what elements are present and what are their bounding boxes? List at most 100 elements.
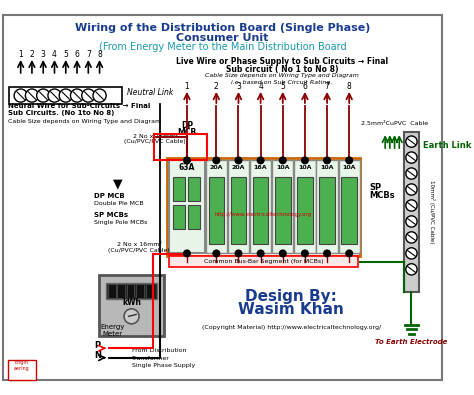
Circle shape: [82, 89, 95, 102]
Bar: [188, 177, 200, 201]
Text: Energy: Energy: [100, 324, 125, 331]
Text: 20A: 20A: [210, 166, 223, 170]
Text: kWh: kWh: [122, 298, 141, 307]
Text: Earth Link: Earth Link: [423, 141, 471, 150]
Bar: [127, 284, 134, 297]
Bar: [99, 275, 164, 336]
Text: 63A: 63A: [179, 164, 195, 172]
Circle shape: [213, 250, 219, 257]
Circle shape: [406, 184, 417, 195]
Circle shape: [183, 250, 190, 257]
Text: Sub Circuits. (No 1to No 8): Sub Circuits. (No 1to No 8): [8, 110, 114, 116]
Bar: [188, 205, 200, 229]
Bar: [106, 282, 157, 299]
Circle shape: [406, 136, 417, 147]
Bar: [206, 160, 227, 254]
Text: ▼: ▼: [113, 178, 122, 191]
Text: Consumer Unit: Consumer Unit: [176, 33, 269, 43]
Circle shape: [346, 157, 353, 164]
Text: Cable Size depends on Wiring Type and Diagram: Cable Size depends on Wiring Type and Di…: [205, 73, 359, 78]
Circle shape: [406, 232, 417, 243]
Circle shape: [324, 157, 330, 164]
Circle shape: [346, 250, 353, 257]
Text: N: N: [94, 351, 101, 360]
Bar: [404, 132, 419, 292]
Circle shape: [183, 157, 190, 164]
Circle shape: [26, 89, 38, 102]
Text: From Distribution: From Distribution: [131, 348, 186, 353]
Text: Single Phase Supply: Single Phase Supply: [131, 363, 195, 368]
Circle shape: [36, 89, 50, 102]
Text: 20A: 20A: [232, 166, 245, 170]
Text: Cable Size depends on Wiring Type and Diagram: Cable Size depends on Wiring Type and Di…: [8, 119, 161, 124]
Text: 3: 3: [41, 50, 46, 59]
Text: 2.5mm²CuPVC  Cable: 2.5mm²CuPVC Cable: [361, 121, 428, 126]
Text: Live Wire or Phase Supply to Sub Circuits → Final: Live Wire or Phase Supply to Sub Circuit…: [176, 57, 388, 66]
Text: DP: DP: [181, 120, 193, 130]
Circle shape: [301, 157, 308, 164]
Text: 8: 8: [97, 50, 102, 59]
Bar: [341, 177, 357, 244]
Text: To Earth Electrode: To Earth Electrode: [375, 339, 447, 344]
Text: 2: 2: [214, 82, 219, 91]
Text: 8: 8: [347, 82, 352, 91]
Circle shape: [257, 250, 264, 257]
Circle shape: [406, 168, 417, 179]
Text: 1: 1: [18, 50, 23, 59]
Bar: [173, 177, 185, 201]
Text: Meter: Meter: [103, 331, 123, 337]
Text: Wasim Khan: Wasim Khan: [238, 303, 344, 318]
Text: Neural Wire for Sub-Circuits → Final: Neural Wire for Sub-Circuits → Final: [8, 103, 150, 109]
Text: MCBs: MCBs: [369, 191, 395, 200]
Circle shape: [48, 89, 61, 102]
Bar: [154, 134, 207, 160]
Bar: [169, 256, 358, 267]
Text: 10A: 10A: [342, 166, 356, 170]
Text: 16A: 16A: [254, 166, 267, 170]
Bar: [297, 177, 313, 244]
Text: http://www.electricaltechnology.org: http://www.electricaltechnology.org: [215, 213, 312, 217]
Text: 10A: 10A: [320, 166, 334, 170]
Text: 2 No x 16mm²
(Cu/PVC/PVC Cable): 2 No x 16mm² (Cu/PVC/PVC Cable): [124, 134, 186, 145]
Bar: [9, 87, 122, 104]
Bar: [275, 177, 291, 244]
Bar: [338, 160, 360, 254]
Circle shape: [406, 264, 417, 275]
Bar: [118, 284, 125, 297]
Text: Neutral Link: Neutral Link: [127, 88, 173, 97]
Bar: [108, 284, 116, 297]
Circle shape: [280, 250, 286, 257]
Text: 10A: 10A: [298, 166, 312, 170]
Circle shape: [124, 309, 139, 324]
Text: Wiring of the Distribution Board (Single Phase): Wiring of the Distribution Board (Single…: [75, 23, 370, 33]
Text: 10mm² (Cu/PVC Cable): 10mm² (Cu/PVC Cable): [429, 181, 435, 244]
Text: 3: 3: [236, 82, 241, 91]
Text: i.e. based on Sub Circuit Rating.: i.e. based on Sub Circuit Rating.: [231, 80, 333, 85]
Text: 2 No x 16mm²
(Cu/PVC/PVC Cable): 2 No x 16mm² (Cu/PVC/PVC Cable): [108, 242, 170, 252]
Circle shape: [59, 89, 73, 102]
Bar: [209, 177, 224, 244]
Text: Common Bus-Bar Segment (for MCBs): Common Bus-Bar Segment (for MCBs): [204, 260, 323, 264]
Circle shape: [213, 157, 219, 164]
Text: DP MCB: DP MCB: [94, 193, 125, 199]
Bar: [173, 205, 185, 229]
Bar: [317, 160, 337, 254]
Text: 10A: 10A: [276, 166, 290, 170]
Text: Sub circuit ( No 1 to No 8): Sub circuit ( No 1 to No 8): [226, 64, 338, 73]
Text: Double Ple MCB: Double Ple MCB: [94, 201, 144, 207]
Circle shape: [406, 200, 417, 211]
Text: 6: 6: [74, 50, 80, 59]
Circle shape: [406, 216, 417, 227]
Circle shape: [14, 89, 27, 102]
Circle shape: [406, 248, 417, 259]
Text: (From Energy Meter to the Main Distribution Board: (From Energy Meter to the Main Distribut…: [99, 42, 346, 52]
Bar: [8, 359, 36, 380]
Circle shape: [93, 89, 106, 102]
Text: P: P: [94, 341, 100, 350]
Text: 4: 4: [258, 82, 263, 91]
Text: SP MCBs: SP MCBs: [94, 212, 128, 218]
Text: Design By:: Design By:: [245, 289, 337, 304]
Circle shape: [324, 250, 330, 257]
Text: (Copyright Material) http://www.electricaltechnology.org/: (Copyright Material) http://www.electric…: [201, 325, 381, 331]
Bar: [319, 177, 335, 244]
